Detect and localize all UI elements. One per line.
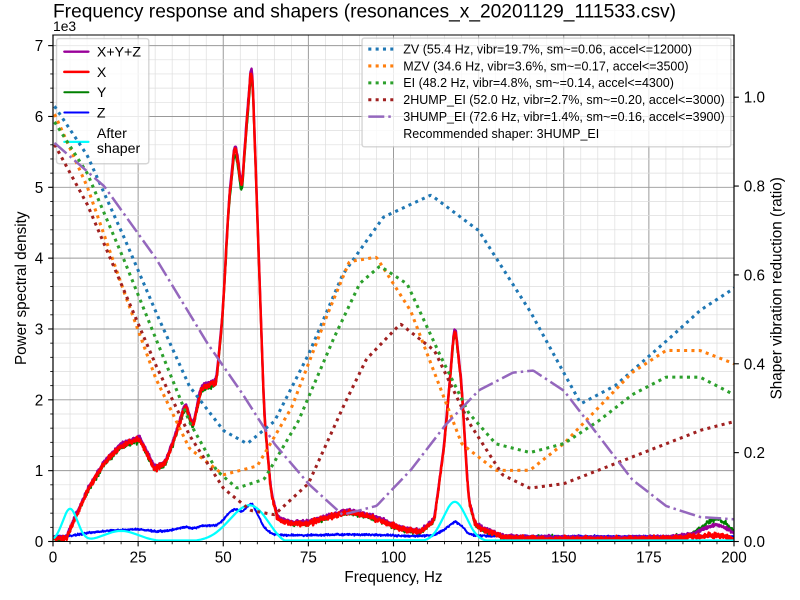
svg-text:25: 25 (130, 549, 147, 566)
svg-text:1.0: 1.0 (744, 90, 765, 107)
svg-text:Recommended shaper: 3HUMP_EI: Recommended shaper: 3HUMP_EI (403, 127, 599, 141)
svg-text:3: 3 (35, 322, 44, 339)
svg-text:200: 200 (721, 549, 746, 566)
svg-text:X: X (97, 65, 107, 81)
svg-text:4: 4 (35, 251, 44, 268)
svg-text:0.0: 0.0 (744, 534, 765, 551)
svg-text:0: 0 (35, 534, 44, 551)
svg-text:5: 5 (35, 180, 44, 197)
svg-text:After: After (97, 126, 127, 142)
svg-text:175: 175 (636, 549, 661, 566)
svg-text:125: 125 (466, 549, 491, 566)
svg-text:EI (48.2 Hz, vibr=4.8%, sm~=0.: EI (48.2 Hz, vibr=4.8%, sm~=0.14, accel<… (403, 76, 674, 90)
svg-text:ZV (55.4 Hz, vibr=19.7%, sm~=0: ZV (55.4 Hz, vibr=19.7%, sm~=0.06, accel… (403, 42, 692, 56)
svg-text:2HUMP_EI (52.0 Hz, vibr=2.7%,: 2HUMP_EI (52.0 Hz, vibr=2.7%, sm~=0.20, … (403, 93, 724, 107)
svg-text:0.4: 0.4 (744, 356, 766, 373)
svg-text:0.2: 0.2 (744, 445, 765, 462)
svg-text:2: 2 (35, 392, 44, 409)
svg-text:0.8: 0.8 (744, 179, 765, 196)
svg-text:Z: Z (97, 105, 106, 121)
svg-text:Y: Y (97, 85, 107, 101)
svg-text:X+Y+Z: X+Y+Z (97, 45, 141, 61)
svg-text:7: 7 (35, 38, 44, 55)
svg-text:Power spectral density: Power spectral density (13, 211, 30, 365)
svg-text:3HUMP_EI (72.6 Hz, vibr=1.4%,: 3HUMP_EI (72.6 Hz, vibr=1.4%, sm~=0.16, … (403, 110, 724, 124)
svg-text:75: 75 (300, 549, 317, 566)
svg-text:MZV (34.6 Hz, vibr=3.6%, sm~=0: MZV (34.6 Hz, vibr=3.6%, sm~=0.17, accel… (403, 59, 688, 73)
svg-text:Shaper vibration reduction (ra: Shaper vibration reduction (ratio) (769, 177, 786, 399)
svg-text:Frequency, Hz: Frequency, Hz (344, 569, 442, 586)
svg-text:0: 0 (49, 549, 58, 566)
svg-text:0.6: 0.6 (744, 267, 765, 284)
svg-text:50: 50 (215, 549, 232, 566)
svg-text:6: 6 (35, 109, 44, 126)
svg-text:150: 150 (551, 549, 576, 566)
svg-text:shaper: shaper (97, 141, 141, 157)
svg-text:Frequency response and shapers: Frequency response and shapers (resonanc… (53, 2, 676, 23)
svg-text:1: 1 (35, 463, 44, 480)
svg-text:100: 100 (381, 549, 406, 566)
